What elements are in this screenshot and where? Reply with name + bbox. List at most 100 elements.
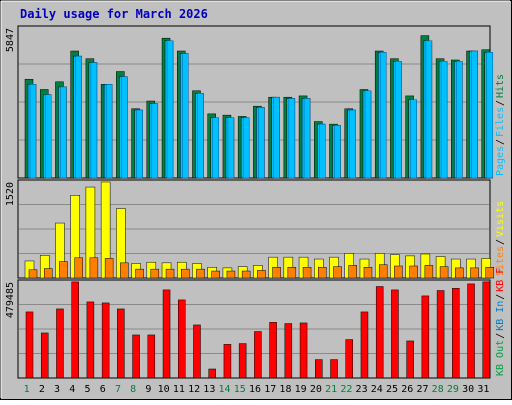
bar-kbytes xyxy=(193,324,201,379)
day-label: 24 xyxy=(371,384,383,395)
bar-kbytes xyxy=(86,301,95,379)
bar-sites xyxy=(318,267,327,279)
bar-kbytes xyxy=(391,289,399,379)
bar-kbytes xyxy=(436,290,445,379)
bar-kbytes xyxy=(56,308,64,379)
bar-sites xyxy=(196,268,205,279)
bar-sites xyxy=(424,265,434,279)
legend-entry: Visits xyxy=(495,201,506,237)
bar-sites xyxy=(394,265,403,279)
bar-sites xyxy=(211,270,220,279)
legend-entry: Sites xyxy=(495,246,506,276)
bar-kbytes xyxy=(254,331,262,379)
bar-sites xyxy=(181,268,190,279)
bar-kbytes xyxy=(345,339,353,379)
bar-kbytes xyxy=(117,308,125,379)
bar-sites xyxy=(470,267,479,279)
day-label: 4 xyxy=(69,384,75,395)
bar-sites xyxy=(287,267,297,279)
day-label: 6 xyxy=(100,384,106,395)
bar-sites xyxy=(378,264,388,279)
bar-sites xyxy=(104,258,114,279)
day-label: 27 xyxy=(416,384,428,395)
bar-pages xyxy=(197,93,204,179)
day-label: 21 xyxy=(325,384,337,395)
bar-pages xyxy=(425,40,433,179)
bar-pages xyxy=(334,125,341,179)
day-label: 28 xyxy=(432,384,444,395)
day-label: 15 xyxy=(234,384,246,395)
bar-kbytes xyxy=(360,311,369,379)
bar-kbytes xyxy=(299,322,308,379)
legend-separator: / xyxy=(495,294,506,300)
bar-pages xyxy=(242,117,250,179)
bar-pages xyxy=(288,98,296,179)
legend-entry: Hits xyxy=(495,74,506,98)
day-label: 5 xyxy=(85,384,91,395)
bar-pages xyxy=(486,52,494,179)
bar-pages xyxy=(75,55,82,179)
bar-kbytes xyxy=(406,340,414,379)
bar-pages xyxy=(151,103,159,179)
y-max-label-3: 479485 xyxy=(5,282,16,318)
bar-kbytes xyxy=(71,281,79,379)
bar-sites xyxy=(333,266,342,279)
bar-sites xyxy=(257,270,266,279)
bar-sites xyxy=(409,265,418,279)
bar-sites xyxy=(59,261,68,279)
bar-kbytes xyxy=(421,295,430,379)
legend-separator: / xyxy=(495,139,506,145)
bar-pages xyxy=(349,109,356,179)
day-label: 13 xyxy=(203,384,215,395)
day-label: 3 xyxy=(54,384,60,395)
bar-pages xyxy=(212,117,219,179)
bar-pages xyxy=(121,76,128,179)
day-label: 16 xyxy=(249,384,261,395)
bar-pages xyxy=(90,62,98,179)
day-label: 11 xyxy=(173,384,185,395)
bar-sites xyxy=(28,269,38,279)
bar-pages xyxy=(227,117,235,179)
day-label: 23 xyxy=(356,384,368,395)
bar-sites xyxy=(89,257,99,279)
day-label: 8 xyxy=(130,384,136,395)
bar-pages xyxy=(379,52,387,179)
bar-kbytes xyxy=(162,289,171,379)
bar-kbytes xyxy=(315,359,323,379)
bar-pages xyxy=(471,50,478,179)
bar-sites xyxy=(241,270,251,279)
bar-sites xyxy=(150,268,160,279)
chart-panels: 58471520479485Pages/Files/HitsSites/Visi… xyxy=(5,25,506,379)
legend-entry: KB Out xyxy=(495,340,506,376)
day-label: 17 xyxy=(264,384,276,395)
day-label: 1 xyxy=(24,384,30,395)
bar-sites xyxy=(165,268,175,279)
bar-kbytes xyxy=(467,283,475,379)
y-max-label-1: 5847 xyxy=(5,28,16,52)
bar-sites xyxy=(302,267,312,279)
bar-kbytes xyxy=(208,368,216,379)
bar-pages xyxy=(319,123,326,179)
bar-sites xyxy=(43,268,53,279)
bar-kbytes xyxy=(40,332,49,379)
bar-pages xyxy=(44,94,52,179)
bar-kbytes xyxy=(223,344,232,379)
day-label: 14 xyxy=(219,384,231,395)
bar-kbytes xyxy=(178,299,186,379)
day-label: 12 xyxy=(188,384,200,395)
day-label: 25 xyxy=(386,384,398,395)
legend-entry: KB In xyxy=(495,301,506,331)
bar-pages xyxy=(303,98,311,179)
bar-pages xyxy=(410,99,417,179)
bar-kbytes xyxy=(284,323,293,379)
bar-sites xyxy=(272,267,281,279)
bar-pages xyxy=(456,61,463,179)
bar-kbytes xyxy=(132,334,140,379)
bar-pages xyxy=(29,84,37,179)
legend-separator: / xyxy=(495,100,506,106)
day-label: 31 xyxy=(477,384,489,395)
bar-pages xyxy=(182,53,189,179)
bar-pages xyxy=(273,96,280,179)
